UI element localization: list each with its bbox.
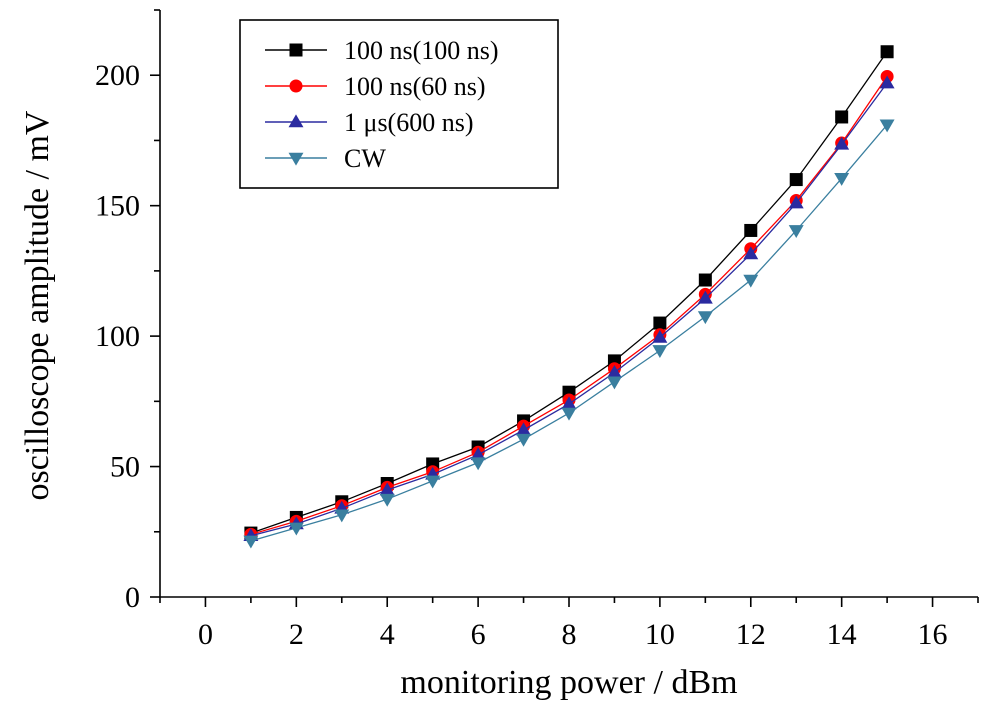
y-tick-label: 0 — [125, 581, 140, 614]
x-tick-label: 2 — [289, 618, 304, 651]
data-point — [334, 509, 350, 523]
data-point — [788, 225, 804, 239]
data-point — [697, 290, 713, 304]
y-tick-label: 150 — [95, 190, 140, 223]
series-layer — [243, 45, 895, 549]
legend-marker — [288, 114, 304, 128]
data-point — [744, 223, 758, 237]
data-point — [698, 273, 712, 287]
legend-item: 1 μs(600 ns) — [265, 108, 474, 137]
x-axis-label: monitoring power / dBm — [400, 664, 737, 701]
legend-label: CW — [344, 144, 386, 173]
y-tick-label: 100 — [95, 320, 140, 353]
x-tick-label: 10 — [645, 618, 675, 651]
x-ticks: 0 2 4 6 8 10 12 14 16 — [159, 597, 979, 651]
data-point — [561, 407, 577, 421]
data-point — [425, 475, 441, 489]
legend-label: 1 μs(600 ns) — [344, 108, 474, 137]
legend-label: 100 ns(60 ns) — [344, 72, 486, 101]
y-tick-label: 50 — [110, 451, 140, 484]
data-point — [835, 110, 849, 124]
data-point — [652, 329, 668, 343]
data-point — [789, 173, 803, 187]
data-point — [243, 535, 259, 549]
legend-label: 100 ns(100 ns) — [344, 36, 499, 65]
data-point — [470, 457, 486, 471]
data-point — [379, 493, 395, 507]
data-point — [834, 172, 850, 186]
legend-marker — [289, 43, 303, 57]
data-point — [743, 274, 759, 288]
data-point — [606, 376, 622, 390]
x-tick-label: 14 — [827, 618, 857, 651]
data-point — [743, 246, 759, 260]
data-point — [834, 136, 850, 150]
data-point — [788, 195, 804, 209]
data-point — [653, 316, 667, 330]
x-tick-label: 4 — [380, 618, 395, 651]
series-4 — [243, 119, 895, 549]
x-tick-label: 12 — [736, 618, 766, 651]
data-point — [652, 345, 668, 359]
x-tick-label: 0 — [198, 618, 213, 651]
data-point — [879, 119, 895, 133]
data-point — [879, 75, 895, 89]
legend-item: 100 ns(100 ns) — [265, 36, 499, 65]
data-point — [697, 311, 713, 325]
data-point — [516, 433, 532, 447]
data-point — [880, 45, 894, 59]
y-axis-label: oscilloscope amplitude / mV — [19, 110, 56, 500]
x-tick-label: 8 — [562, 618, 577, 651]
legend-item: CW — [265, 144, 386, 173]
x-tick-label: 6 — [471, 618, 486, 651]
legend-item: 100 ns(60 ns) — [265, 72, 486, 101]
legend: 100 ns(100 ns) 100 ns(60 ns) 1 μs(600 ns) C… — [239, 19, 559, 189]
legend-marker — [289, 79, 303, 93]
x-tick-label: 16 — [918, 618, 948, 651]
data-point — [288, 522, 304, 536]
y-ticks: 0 50 100 150 200 — [95, 9, 160, 614]
legend-marker — [288, 152, 304, 166]
y-tick-label: 200 — [95, 59, 140, 92]
